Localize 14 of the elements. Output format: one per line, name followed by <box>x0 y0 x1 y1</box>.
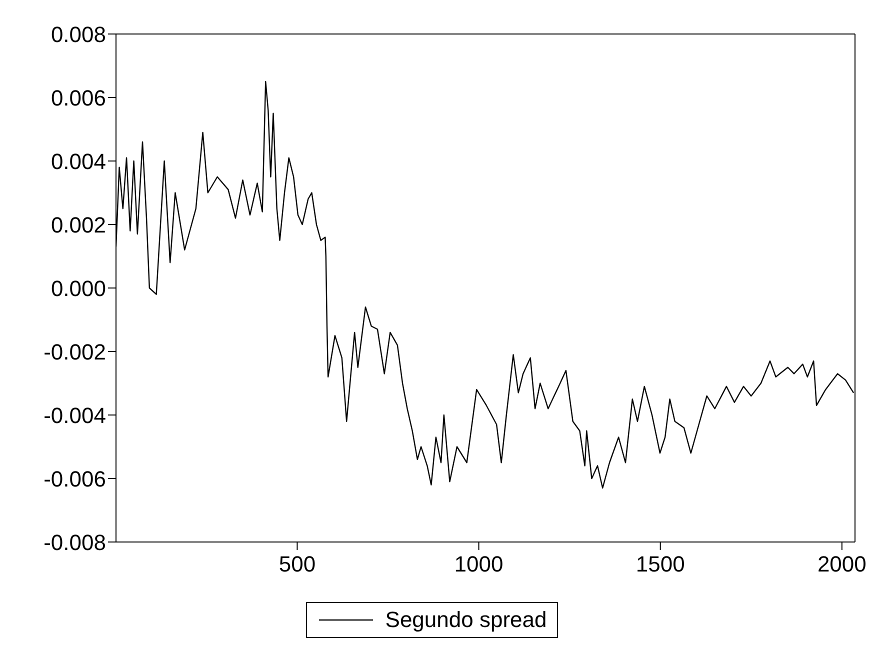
x-tick-label: 500 <box>278 552 316 577</box>
y-tick-label: 0.002 <box>50 212 106 238</box>
y-tick-label: -0.004 <box>44 402 106 428</box>
y-tick-label: -0.006 <box>44 466 106 492</box>
y-tick-label: -0.008 <box>44 530 106 555</box>
legend-label: Segundo spread <box>385 607 547 633</box>
y-tick-label: 0.004 <box>50 148 106 174</box>
x-tick-label: 1500 <box>636 552 685 577</box>
y-tick-label: 0.000 <box>50 276 106 301</box>
y-tick-label: -0.002 <box>44 339 106 364</box>
x-tick-label: 1000 <box>454 552 504 577</box>
y-tick-label: 0.008 <box>50 22 106 47</box>
y-tick-label: 0.006 <box>50 85 106 110</box>
x-tick-label: 2000 <box>817 552 866 577</box>
